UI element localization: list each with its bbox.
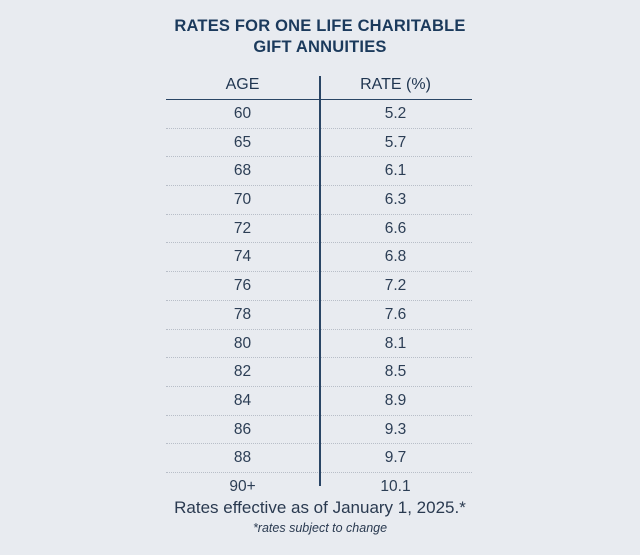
age-cell: 78 [233,305,252,323]
age-cell: 76 [233,277,252,295]
disclaimer-note: *rates subject to change [252,521,388,535]
rate-cell: 8.5 [384,363,407,381]
age-cell: 86 [233,420,252,438]
rates-table: AGE RATE (%) 60 5.2 65 5.7 68 6.1 70 6.3 72 6.6 74… [166,72,472,501]
rate-cell: 8.1 [384,334,407,352]
age-cell: 88 [233,449,252,467]
age-cell: 70 [233,191,252,209]
rate-cell: 6.6 [384,219,407,237]
title-line-1: RATES FOR ONE LIFE CHARITABLE [174,17,466,35]
rate-cell: 9.3 [384,420,407,438]
age-cell: 72 [233,219,252,237]
rate-cell: 6.8 [384,248,407,266]
age-cell: 82 [233,363,252,381]
rate-cell: 9.7 [384,449,407,467]
rate-cell: 7.6 [384,305,407,323]
rate-cell: 5.2 [384,105,407,122]
rate-cell: 5.7 [384,133,407,151]
table-row: 90+ 10.1 [166,473,472,501]
page-title: RATES FOR ONE LIFE CHARITABLE GIFT ANNUI… [0,16,640,58]
header-age: AGE [225,76,260,93]
age-cell: 60 [233,105,252,122]
age-cell: 80 [233,334,252,352]
age-cell: 90+ [229,477,256,495]
rate-cell: 6.3 [384,191,407,209]
rate-cell: 7.2 [384,277,407,295]
header-rate: RATE (%) [360,76,431,93]
age-cell: 68 [233,162,252,180]
effective-date-text: Rates effective as of January 1, 2025.* [174,498,466,517]
age-cell: 84 [233,391,252,409]
age-cell: 65 [233,133,252,151]
rate-cell: 8.9 [384,391,407,409]
title-line-2: GIFT ANNUITIES [253,38,387,56]
column-divider [319,76,321,486]
rate-cell: 10.1 [380,477,411,495]
rate-cell: 6.1 [384,162,407,180]
age-cell: 74 [233,248,252,266]
